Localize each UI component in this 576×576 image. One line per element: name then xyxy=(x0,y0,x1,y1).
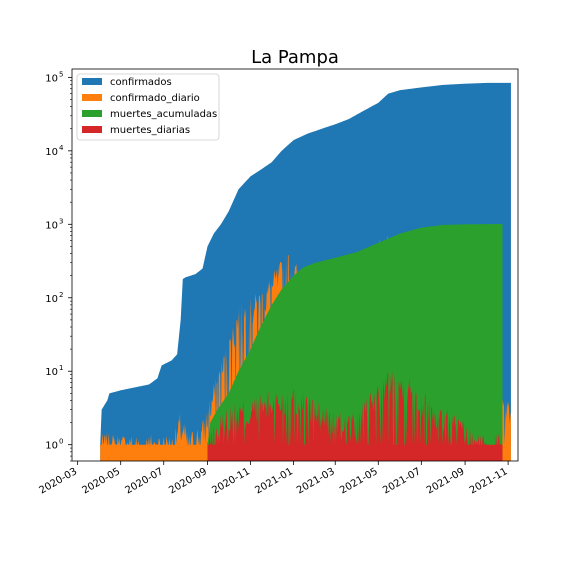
y-tick-exponent: 0 xyxy=(59,438,63,446)
y-tick-exponent: 3 xyxy=(59,217,63,225)
x-tick-label: 2021-11 xyxy=(468,466,510,496)
legend-label-confirmados: confirmados xyxy=(110,77,172,88)
chart-title: La Pampa xyxy=(251,47,339,68)
x-tick-label: 2021-07 xyxy=(381,466,423,496)
y-tick-exponent: 4 xyxy=(59,144,64,152)
series-area-muertes-acumuladas xyxy=(207,223,503,461)
legend-label-confirmado-diario: confirmado_diario xyxy=(110,93,200,104)
y-tick-label: 10 xyxy=(45,147,58,158)
y-tick-exponent: 2 xyxy=(59,291,63,299)
legend-swatch-muertes-acumuladas xyxy=(82,110,102,117)
legend-swatch-confirmado-diario xyxy=(82,94,102,101)
x-tick-label: 2021-09 xyxy=(425,466,467,496)
legend-label-muertes-diarias: muertes_diarias xyxy=(110,125,190,136)
x-tick-label: 2020-11 xyxy=(210,466,252,496)
x-tick-label: 2020-03 xyxy=(37,466,79,496)
y-tick-exponent: 5 xyxy=(59,70,63,78)
x-tick-label: 2020-07 xyxy=(124,466,166,496)
legend: confirmados confirmado_diario muertes_acum… xyxy=(76,73,220,141)
x-axis: 2020-03 2020-05 2020-07 2020-09 2020-11 2021-… xyxy=(37,461,510,496)
legend-box xyxy=(76,73,220,141)
x-tick-label: 2020-09 xyxy=(167,466,209,496)
x-tick-label: 2021-03 xyxy=(295,466,337,496)
x-tick-label: 2020-05 xyxy=(80,466,122,496)
y-tick-label: 10 xyxy=(45,367,58,378)
y-tick-label: 10 xyxy=(45,441,58,452)
y-tick-label: 10 xyxy=(45,220,58,231)
y-tick-label: 10 xyxy=(45,73,58,84)
plot-frame xyxy=(71,68,519,462)
legend-label-muertes-acumuladas: muertes_acumuladas xyxy=(110,109,217,120)
plot-area xyxy=(100,82,511,462)
legend-swatch-confirmados xyxy=(82,78,102,85)
legend-swatch-muertes-diarias xyxy=(82,126,102,133)
y-tick-exponent: 1 xyxy=(59,364,63,372)
y-tick-label: 10 xyxy=(45,294,58,305)
series-area-muertes-diarias xyxy=(207,369,503,461)
x-tick-label: 2021-01 xyxy=(253,466,295,496)
x-tick-label: 2021-05 xyxy=(338,466,380,496)
